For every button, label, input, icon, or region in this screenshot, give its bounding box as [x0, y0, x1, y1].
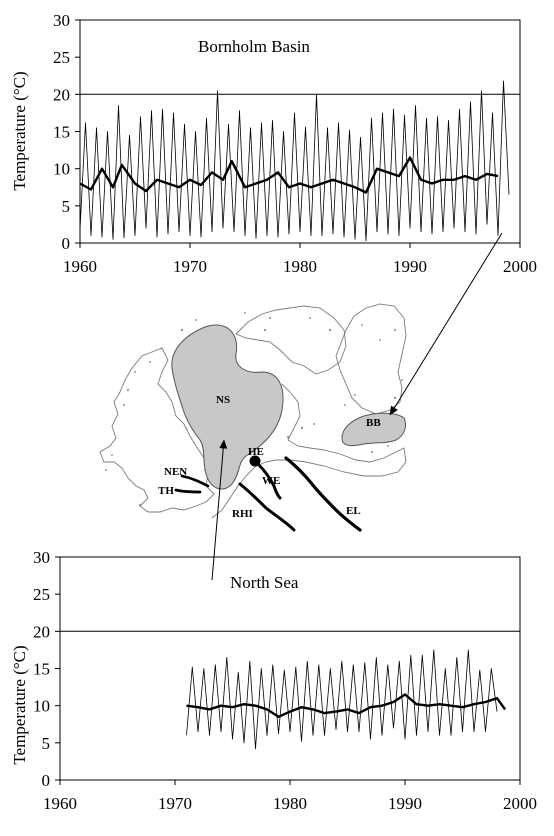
y-axis-label: Temperature (°C) [10, 645, 29, 764]
river-el [284, 456, 362, 532]
y-tick-label: 25 [53, 48, 70, 67]
y-tick-label: 25 [33, 585, 50, 604]
river-rhi [238, 482, 296, 532]
map-region-ns [171, 324, 284, 490]
chart-title: Bornholm Basin [198, 37, 310, 56]
river-nen [180, 474, 210, 488]
y-tick-label: 20 [53, 85, 70, 104]
y-tick-label: 10 [53, 160, 70, 179]
bornholm-chart: 0 5 10 15 20 25 30 1960 1970 1980 1990 2000 Bornho… [10, 11, 537, 276]
map-coast-sweden [335, 303, 407, 415]
helgoland-marker [249, 455, 261, 467]
baltic-map: NS BB HE NEN TH WE RHI EL [99, 303, 407, 532]
river-we [256, 462, 282, 500]
y-tick-label: 15 [33, 660, 50, 679]
map-label-el: EL [346, 505, 361, 517]
y-tick-label: 15 [53, 123, 70, 142]
x-tick-label: 1980 [283, 257, 317, 276]
chart-title: North Sea [230, 573, 299, 592]
map-label-nen: NEN [164, 466, 187, 478]
series-line-running-mean [186, 693, 507, 718]
y-tick-label: 5 [42, 734, 51, 753]
map-label-rhi: RHI [232, 508, 253, 520]
y-tick-label: 0 [42, 771, 51, 790]
y-tick-label: 0 [62, 234, 71, 253]
y-tick-label: 30 [53, 11, 70, 30]
north-sea-chart: 0 5 10 15 20 25 30 1960 1970 1980 1990 2000 North … [10, 548, 537, 813]
series-line-seasonal [79, 80, 510, 242]
map-region-bb [341, 412, 407, 447]
x-tick-label: 1960 [63, 257, 97, 276]
x-tick-label: 1970 [173, 257, 207, 276]
x-tick-label: 1990 [393, 257, 427, 276]
y-tick-label: 20 [33, 622, 50, 641]
map-coast-britain [99, 347, 215, 513]
x-tick-label: 1960 [43, 794, 77, 813]
x-tick-label: 2000 [503, 257, 537, 276]
x-tick-label: 1990 [388, 794, 422, 813]
map-coastline-dots [105, 312, 403, 507]
map-label-th: TH [158, 485, 174, 497]
y-tick-label: 30 [33, 548, 50, 567]
map-label-bb: BB [366, 417, 381, 429]
x-tick-label: 1980 [273, 794, 307, 813]
y-tick-label: 5 [62, 197, 71, 216]
series-line-running-mean [79, 156, 499, 194]
arrow-to-bb [389, 232, 503, 416]
river-th [174, 488, 202, 494]
x-tick-label: 2000 [503, 794, 537, 813]
map-label-he: HE [248, 446, 264, 458]
x-tick-label: 1970 [158, 794, 192, 813]
y-tick-label: 10 [33, 697, 50, 716]
map-coast-norway [235, 305, 347, 375]
series-line-seasonal [186, 649, 498, 750]
map-label-ns: NS [216, 394, 230, 406]
y-axis-label: Temperature (°C) [10, 71, 29, 190]
map-label-we: WE [262, 475, 280, 487]
